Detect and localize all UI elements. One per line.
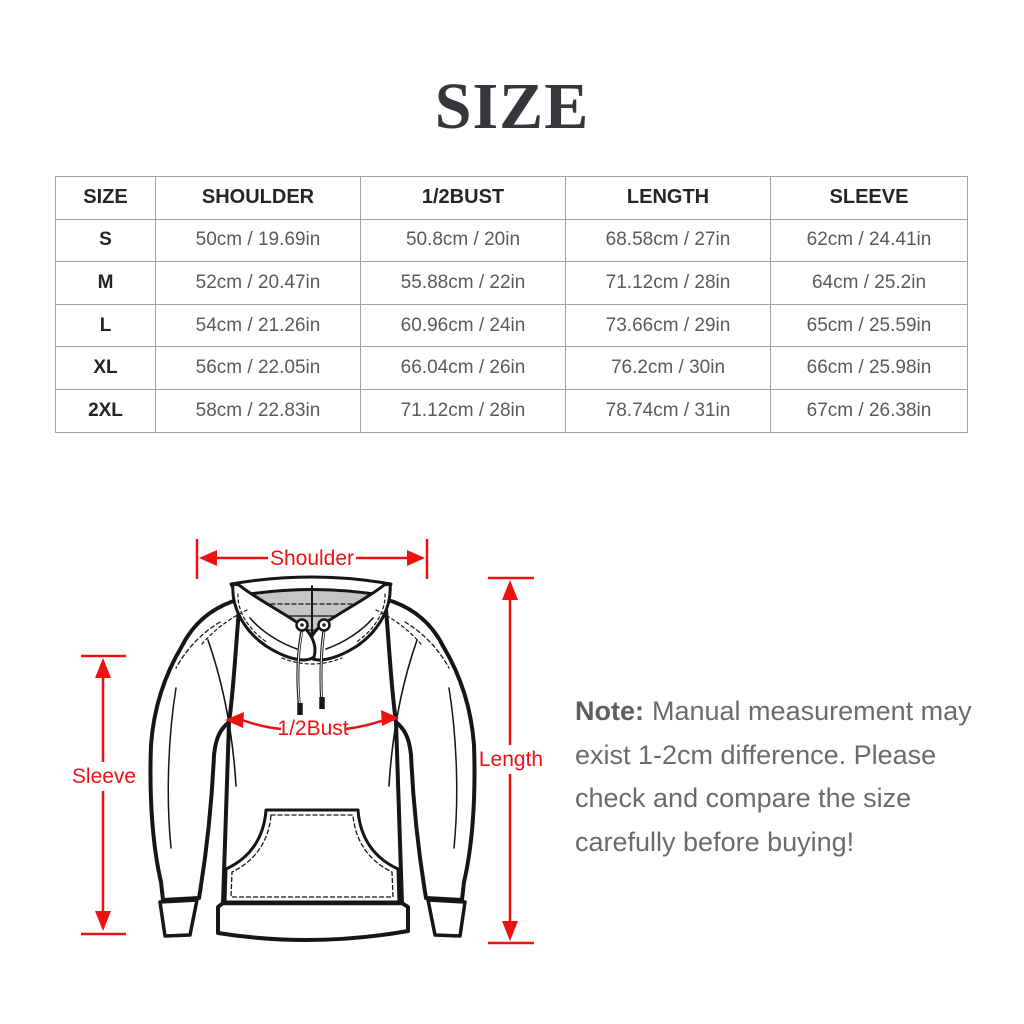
row-l-size: L (55, 303, 156, 348)
row-s-bust: 50.8cm / 20in (360, 218, 566, 263)
row-s-sleeve: 62cm / 24.41in (770, 218, 968, 263)
header-bust: 1/2BUST (360, 176, 566, 220)
collar-left-stitch (237, 593, 269, 644)
note-text: Manual measurement may (652, 696, 972, 726)
row-s-length: 68.58cm / 27in (565, 218, 771, 263)
header-sleeve: SLEEVE (770, 176, 968, 220)
collar-left-crease (249, 617, 298, 650)
row-s-size: S (55, 218, 156, 263)
left-drawstring-split (297, 631, 303, 709)
row-l-sleeve: 65cm / 25.59in (770, 303, 968, 348)
right-sleeve-crease (448, 687, 458, 849)
bust-arrowhead-right (381, 710, 399, 726)
length-label: Length (479, 748, 543, 771)
bust-line-right (344, 718, 385, 731)
table-row: S 50cm / 19.69in 50.8cm / 20in 68.58cm /… (55, 218, 968, 263)
left-sleeve-crease (167, 687, 177, 849)
row-s-shoulder: 50cm / 19.69in (155, 218, 361, 263)
left-eyelet-hole (300, 623, 304, 627)
pocket-stitching (230, 814, 394, 898)
table-row: 2XL 58cm / 22.83in 71.12cm / 28in 78.74c… (55, 388, 968, 433)
length-arrowhead-down (502, 921, 518, 941)
sleeve-arrowhead-up (95, 658, 111, 678)
right-cuff (426, 898, 467, 938)
row-m-length: 71.12cm / 28in (565, 261, 771, 305)
header-size: SIZE (55, 176, 156, 220)
row-2xl-shoulder: 58cm / 22.83in (155, 388, 361, 433)
left-raglan-crease (207, 639, 237, 787)
header-length: LENGTH (565, 176, 771, 220)
right-drawstring-split (320, 631, 325, 703)
sleeve-label: Sleeve (72, 765, 136, 788)
bust-arrowhead-left (225, 712, 244, 728)
row-l-length: 73.66cm / 29in (565, 303, 771, 348)
measurement-note: Note: Manual measurement may exist 1-2cm … (575, 690, 980, 864)
row-xl-length: 76.2cm / 30in (565, 346, 771, 390)
sleeve-arrow: Sleeve (72, 654, 136, 936)
note-line: exist 1-2cm difference. Please (575, 739, 937, 770)
shoulder-arrow: Shoulder (195, 539, 429, 579)
shoulder-arrowhead-left (199, 550, 217, 566)
bust-label: 1/2Bust (277, 717, 348, 740)
row-2xl-length: 78.74cm / 31in (565, 388, 771, 433)
shoulder-label: Shoulder (270, 547, 354, 570)
row-2xl-bust: 71.12cm / 28in (360, 388, 566, 433)
row-m-shoulder: 52cm / 20.47in (155, 261, 361, 305)
note-line: check and compare the size (575, 783, 912, 813)
collar-bottom-stitch (281, 657, 343, 665)
bust-arrow: 1/2Bust (225, 710, 399, 740)
hoodie-measurement-diagram: Shoulder 1/2Bust Sleeve Length (72, 539, 543, 945)
row-m-bust: 55.88cm / 22in (360, 261, 566, 305)
pocket (223, 808, 401, 904)
row-l-shoulder: 54cm / 21.26in (155, 303, 361, 348)
hoodie-illustration (148, 575, 477, 942)
row-xl-sleeve: 66cm / 25.98in (770, 346, 968, 390)
row-xl-bust: 66.04cm / 26in (360, 346, 566, 390)
bust-line-left (241, 718, 282, 731)
right-raglan-crease (388, 639, 418, 787)
header-shoulder: SHOULDER (155, 176, 361, 220)
page-title: SIZE (434, 70, 590, 143)
collar-left (231, 582, 317, 662)
right-shoulder-stitch (404, 621, 450, 669)
collar-right-stitch (354, 593, 386, 644)
row-l-bust: 60.96cm / 24in (360, 303, 566, 348)
note-prefix: Note: (575, 696, 644, 726)
row-m-size: M (55, 261, 156, 305)
sleeve-arrowhead-down (95, 911, 111, 931)
table-header-row: SIZE SHOULDER 1/2BUST LENGTH SLEEVE (55, 176, 968, 220)
row-2xl-sleeve: 67cm / 26.38in (770, 388, 968, 433)
row-xl-shoulder: 56cm / 22.05in (155, 346, 361, 390)
table-row: L 54cm / 21.26in 60.96cm / 24in 73.66cm … (55, 303, 968, 348)
collar-right-crease (325, 617, 374, 650)
row-m-sleeve: 64cm / 25.2in (770, 261, 968, 305)
table-row: M 52cm / 20.47in 55.88cm / 22in 71.12cm … (55, 261, 968, 305)
note-line: carefully before buying! (575, 826, 855, 857)
right-eyelet-hole (322, 623, 326, 627)
size-chart-table: SIZE SHOULDER 1/2BUST LENGTH SLEEVE S 50… (55, 176, 968, 433)
row-xl-size: XL (55, 346, 156, 390)
left-shoulder-stitch (175, 621, 221, 669)
note-line: Note: Manual measurement may (575, 690, 980, 734)
shoulder-arrowhead-right (407, 550, 425, 566)
measurement-arrows: Shoulder 1/2Bust Sleeve Length (72, 539, 543, 945)
left-cuff (158, 898, 199, 938)
table-row: XL 56cm / 22.05in 66.04cm / 26in 76.2cm … (55, 346, 968, 390)
length-arrow: Length (479, 576, 543, 945)
row-2xl-size: 2XL (55, 388, 156, 433)
length-arrowhead-up (502, 580, 518, 600)
